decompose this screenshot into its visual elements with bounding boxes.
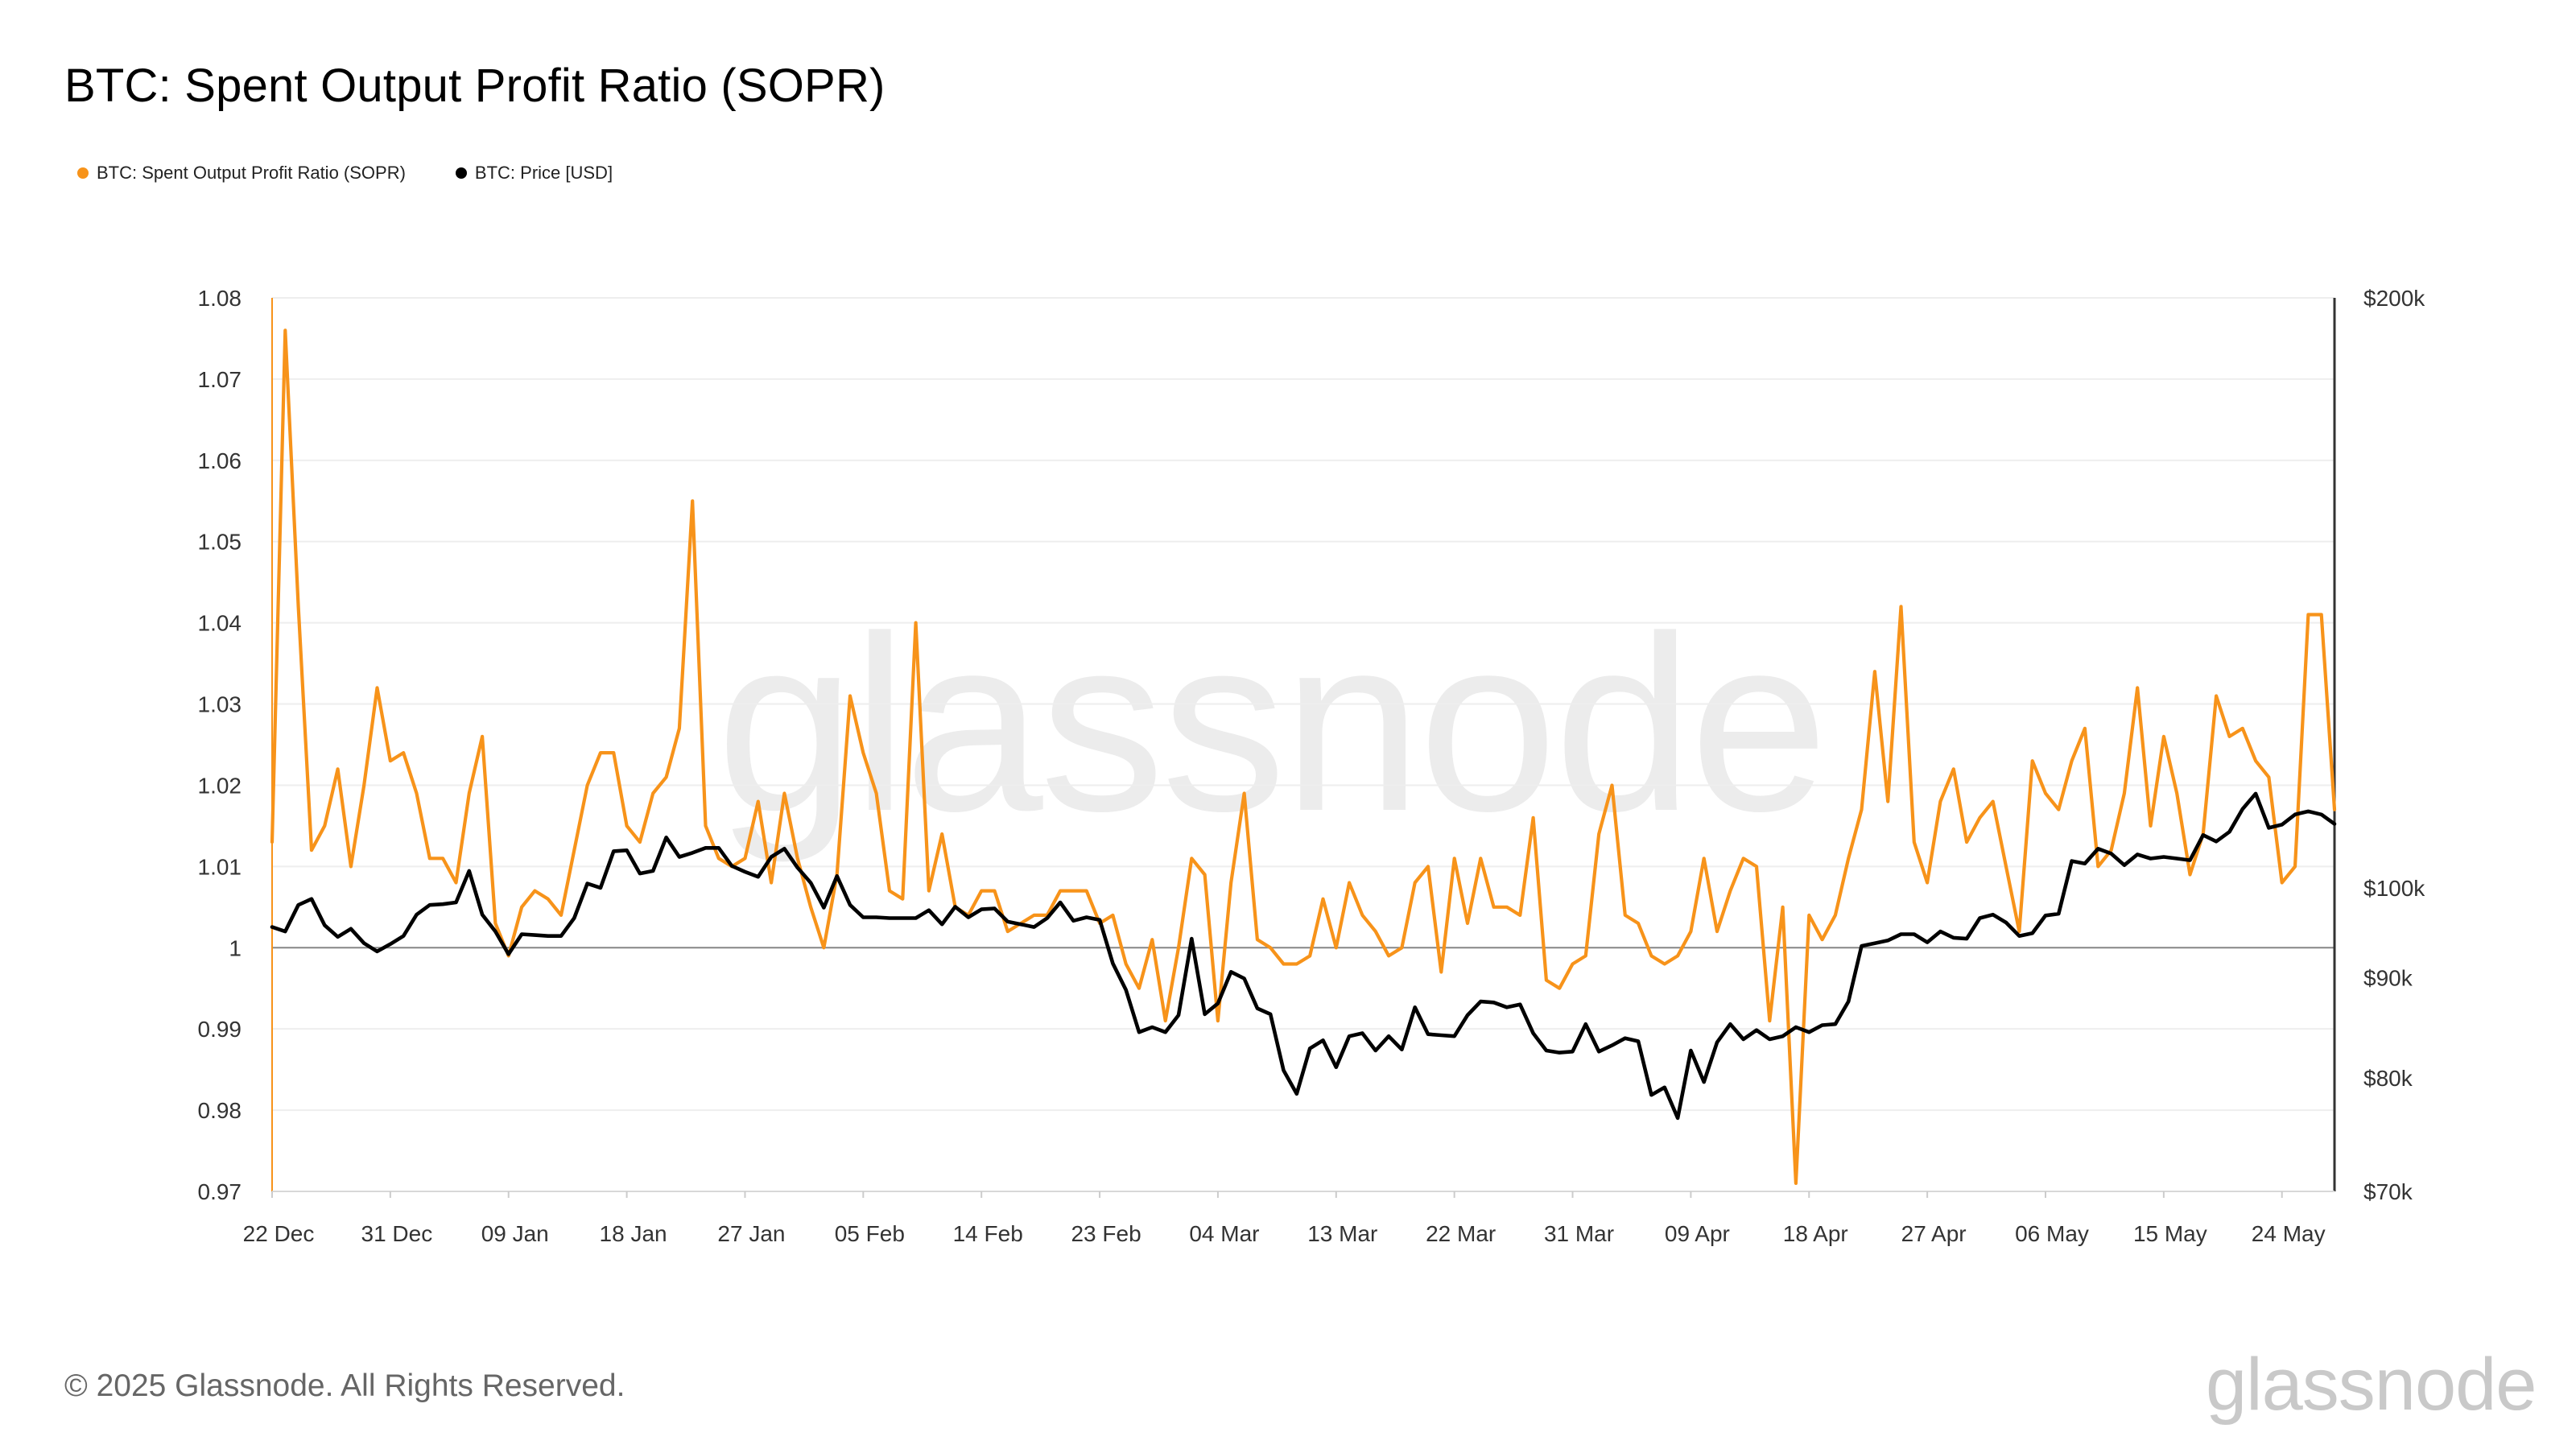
- watermark-text: glassnode: [716, 584, 1825, 865]
- grid-lines: [272, 297, 2334, 1192]
- price-series-line: [270, 791, 2337, 1121]
- x-tick-label: 04 Mar: [1189, 1221, 1259, 1246]
- y-right-tick-label: $90k: [2363, 965, 2413, 990]
- x-axis-ticks: 22 Dec 31 Dec 09 Jan 18 Jan 27 Jan 05 Feb 14 F…: [243, 1191, 2326, 1246]
- x-tick-label: 22 Mar: [1426, 1221, 1496, 1246]
- y-right-tick-label: $70k: [2363, 1179, 2413, 1204]
- legend-price-label: BTC: Price [USD]: [474, 163, 613, 183]
- x-tick-label: 24 May: [2252, 1221, 2326, 1246]
- y-axis-left-ticks: 1.08 1.07 1.06 1.05 1.04 1.03 1.02 1.01 1 0.99 0.9…: [198, 286, 242, 1204]
- x-tick-label: 15 May: [2133, 1221, 2207, 1246]
- series-lines: [270, 328, 2337, 1185]
- y-left-tick-label: 0.99: [198, 1017, 242, 1042]
- x-tick-label: 14 Feb: [953, 1221, 1023, 1246]
- x-tick-label: 18 Apr: [1783, 1221, 1848, 1246]
- x-tick-label: 27 Apr: [1901, 1221, 1967, 1246]
- x-tick-label: 09 Apr: [1665, 1221, 1730, 1246]
- copyright-text: © 2025 Glassnode. All Rights Reserved.: [64, 1368, 625, 1403]
- chart-title: BTC: Spent Output Profit Ratio (SOPR): [64, 60, 886, 112]
- y-right-tick-label: $200k: [2363, 286, 2425, 311]
- sopr-series-line: [270, 328, 2337, 1185]
- chart-legend: BTC: Spent Output Profit Ratio (SOPR) BT…: [77, 163, 663, 184]
- legend-sopr-label: BTC: Spent Output Profit Ratio (SOPR): [97, 163, 406, 183]
- x-tick-label: 05 Feb: [835, 1221, 905, 1246]
- y-right-tick-label: $100k: [2363, 876, 2425, 901]
- legend-item-price[interactable]: BTC: Price [USD]: [455, 163, 613, 184]
- axes: [271, 298, 2336, 1192]
- x-tick-label: 09 Jan: [481, 1221, 549, 1246]
- x-tick-label: 23 Feb: [1071, 1221, 1141, 1246]
- x-tick-label: 06 May: [2015, 1221, 2089, 1246]
- x-tick-label: 31 Dec: [361, 1221, 433, 1246]
- x-tick-label: 18 Jan: [600, 1221, 667, 1246]
- y-left-tick-label: 1.02: [198, 773, 242, 798]
- legend-item-sopr[interactable]: BTC: Spent Output Profit Ratio (SOPR): [77, 163, 406, 184]
- glassnode-logo: glassnode: [2206, 1344, 2537, 1426]
- y-left-tick-label: 0.98: [198, 1098, 242, 1123]
- y-right-tick-label: $80k: [2363, 1066, 2413, 1091]
- x-tick-label: 27 Jan: [717, 1221, 785, 1246]
- x-tick-label: 22 Dec: [243, 1221, 315, 1246]
- y-left-tick-label: 0.97: [198, 1179, 242, 1204]
- y-left-tick-label: 1.07: [198, 367, 242, 392]
- y-left-tick-label: 1.08: [198, 286, 242, 311]
- y-axis-right-ticks: $200k $100k $90k $80k $70k: [2363, 286, 2425, 1204]
- y-left-tick-label: 1.04: [198, 611, 242, 636]
- y-left-tick-label: 1.01: [198, 854, 242, 879]
- x-tick-label: 13 Mar: [1307, 1221, 1377, 1246]
- legend-price-marker: [455, 167, 467, 179]
- y-left-tick-label: 1: [229, 935, 242, 960]
- y-left-tick-label: 1.05: [198, 530, 242, 555]
- legend-sopr-marker: [77, 167, 89, 179]
- x-tick-label: 31 Mar: [1544, 1221, 1614, 1246]
- y-left-tick-label: 1.03: [198, 692, 242, 717]
- y-left-tick-label: 1.06: [198, 448, 242, 473]
